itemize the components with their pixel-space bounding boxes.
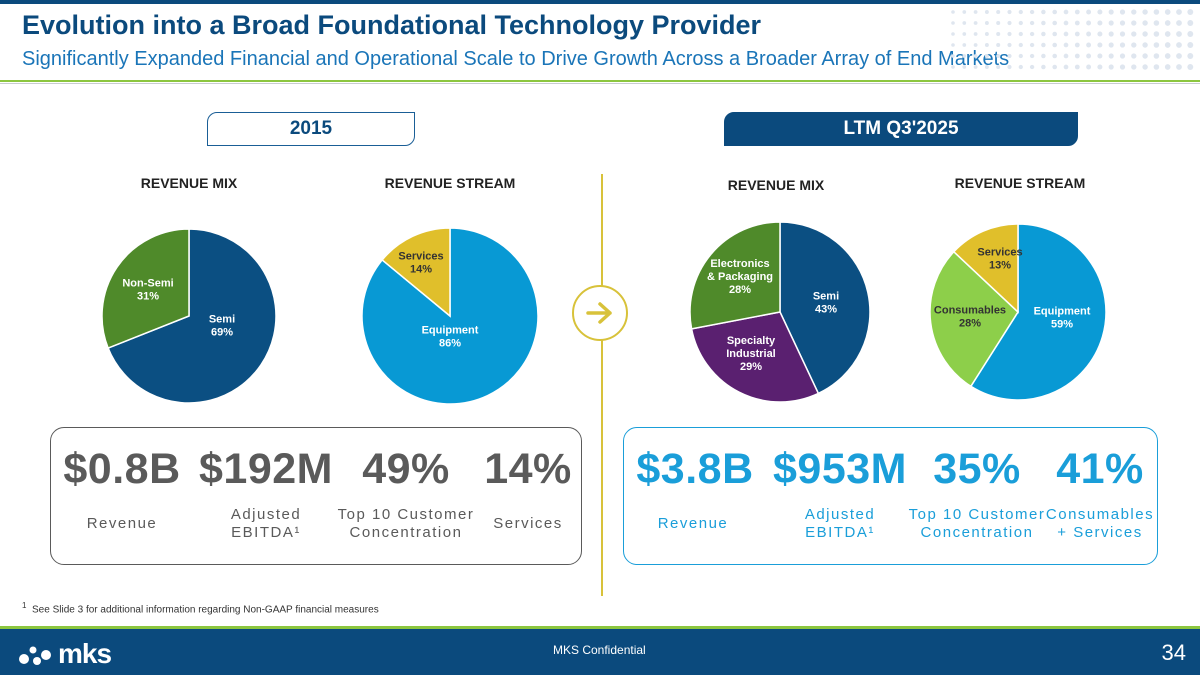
metric-value-revenue-ltm: $3.8B bbox=[636, 445, 754, 493]
metric-label-concentration-ltm: Top 10 Customer Concentration bbox=[908, 506, 1046, 541]
slice-label-equipment: Equipment 86% bbox=[422, 325, 479, 350]
pie-slice-semi bbox=[107, 228, 277, 404]
slice-label-services: Services 13% bbox=[977, 247, 1022, 272]
metric-label-services-2015: Services bbox=[493, 515, 563, 532]
right-revenue-stream-heading: REVENUE STREAM bbox=[954, 175, 1086, 191]
metrics-box-ltm bbox=[623, 427, 1158, 565]
metric-value-ebitda-ltm: $953M bbox=[773, 445, 907, 493]
pie-slice-electronics-packaging bbox=[689, 221, 781, 330]
pie-slice-semi bbox=[779, 221, 871, 395]
metric-value-concentration-ltm: 35% bbox=[933, 445, 1021, 493]
slice-label-semi: Semi 43% bbox=[813, 291, 839, 316]
pie-slice-non-semi bbox=[101, 228, 190, 350]
pie-slice-specialty-industrial bbox=[690, 311, 820, 403]
metric-value-concentration-2015: 49% bbox=[362, 445, 450, 493]
footnote-text: See Slide 3 for additional information r… bbox=[32, 604, 379, 616]
footnote-marker: 1 bbox=[22, 601, 27, 610]
page-number: 34 bbox=[1161, 640, 1186, 665]
metric-value-revenue-2015: $0.8B bbox=[63, 445, 181, 493]
footer-rule-green bbox=[0, 626, 1200, 629]
metrics-box-2015 bbox=[50, 427, 582, 565]
period-divider bbox=[601, 174, 603, 596]
pie-slice-services bbox=[381, 227, 451, 318]
footnote: 1 See Slide 3 for additional information… bbox=[22, 601, 379, 615]
pie-chart-ltm-revenue-mix: Semi 43% Specialty Industrial 29% Electronics… bbox=[689, 221, 871, 403]
metric-label-ebitda-2015: Adjusted EBITDA¹ bbox=[230, 506, 302, 541]
slice-label-services: Services 14% bbox=[398, 251, 443, 276]
pie-slice-equipment bbox=[361, 227, 539, 405]
period-label-ltm: LTM Q3'2025 bbox=[724, 112, 1078, 146]
pie-chart-2015-revenue-mix: Semi 69% Non-Semi 31% bbox=[101, 228, 277, 404]
metric-value-consumables-services-ltm: 41% bbox=[1056, 445, 1144, 493]
top-accent-bar bbox=[0, 0, 1200, 4]
footer-bar bbox=[0, 629, 1200, 675]
pie-chart-2015-revenue-stream: Equipment 86% Services 14% bbox=[361, 227, 539, 405]
pie-chart-ltm-revenue-stream: Equipment 59% Consumables 28% Services 13% bbox=[929, 223, 1107, 401]
period-label-2015: 2015 bbox=[207, 112, 415, 146]
pie-slice-services bbox=[952, 223, 1019, 314]
metric-label-ebitda-ltm: Adjusted EBITDA¹ bbox=[804, 506, 876, 541]
metric-label-consumables-services-ltm: Consumables + Services bbox=[1045, 506, 1155, 541]
right-revenue-mix-heading: REVENUE MIX bbox=[727, 177, 825, 193]
slide-title: Evolution into a Broad Foundational Tech… bbox=[22, 10, 762, 40]
left-revenue-mix-heading: REVENUE MIX bbox=[140, 175, 238, 191]
metric-label-revenue-2015: Revenue bbox=[86, 515, 158, 532]
header-rule-green bbox=[0, 80, 1200, 82]
slide-subtitle: Significantly Expanded Financial and Ope… bbox=[22, 48, 1010, 70]
slice-label-consumables: Consumables 28% bbox=[934, 305, 1006, 330]
metric-label-concentration-2015: Top 10 Customer Concentration bbox=[337, 506, 475, 541]
arrow-right-icon bbox=[586, 302, 612, 324]
logo-text: mks bbox=[58, 638, 112, 669]
pie-slice-consumables bbox=[929, 250, 1019, 388]
slice-label-specialty-industrial: Specialty Industrial 29% bbox=[726, 335, 776, 373]
logo-dots-icon bbox=[19, 646, 51, 665]
pie-slice-equipment bbox=[969, 223, 1107, 401]
confidential-label: MKS Confidential bbox=[553, 643, 646, 657]
slice-label-equipment: Equipment 59% bbox=[1034, 306, 1091, 331]
header-rule-gray bbox=[0, 83, 1200, 84]
slice-label-non-semi: Non-Semi 31% bbox=[122, 278, 173, 303]
mks-logo: mks bbox=[18, 638, 112, 670]
metric-label-revenue-ltm: Revenue bbox=[657, 515, 729, 532]
decorative-dot-pattern bbox=[951, 9, 1194, 70]
left-revenue-stream-heading: REVENUE STREAM bbox=[384, 175, 516, 191]
transition-arrow bbox=[572, 285, 628, 341]
metric-value-services-2015: 14% bbox=[484, 445, 572, 493]
slice-label-electronics-packaging: Electronics & Packaging 28% bbox=[707, 258, 773, 296]
metric-value-ebitda-2015: $192M bbox=[199, 445, 333, 493]
slice-label-semi: Semi 69% bbox=[209, 314, 235, 339]
